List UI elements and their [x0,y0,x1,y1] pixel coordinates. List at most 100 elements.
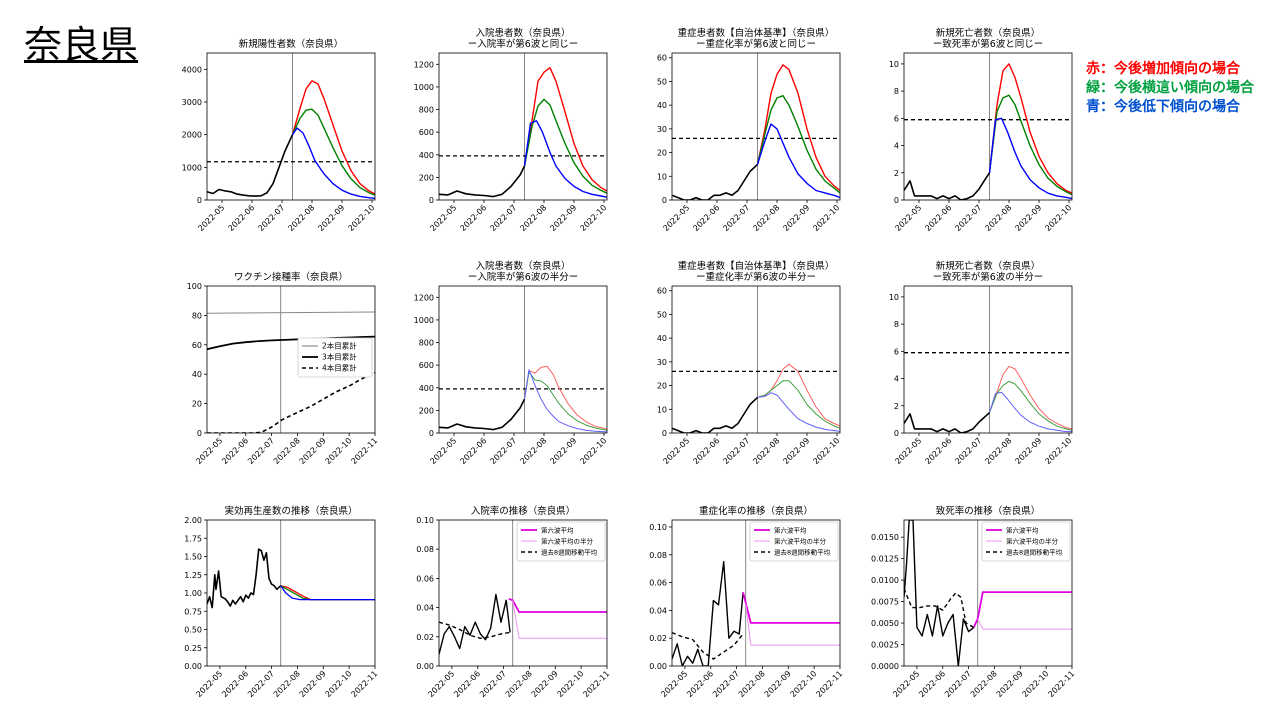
series-line-2 [757,380,840,429]
y-tick-label: 0.0100 [871,576,899,585]
series-line-3 [523,120,607,198]
x-tick-label: 2022-10 [324,669,354,699]
legend-entry: 第六波平均の半分 [541,537,594,546]
plot-frame [206,52,376,201]
plot-frame [671,519,841,667]
chart-c5: ワクチン接種率（奈良県）0204060801002022-052022-0620… [187,271,380,466]
y-tick-label: 600 [419,361,434,370]
series-line-1 [988,63,1072,194]
y-tick-label: 0 [197,196,202,205]
chart-c9: 実効再生産数の推移（奈良県） 0.00 0.25 0.50 0.75 1.00 1.25 1.… [184,505,379,699]
y-tick-label: 0 [894,196,899,205]
series-line-2 [742,592,840,624]
y-tick-label: 4 [894,142,899,151]
chart-c11: 重症化率の推移（奈良県） 0.00 0.02 0.04 0.06 0.08 0.10 2022… [649,505,844,699]
y-tick-label: 0.08 [649,551,667,560]
y-tick-label: 0 [429,196,434,205]
series-line-3 [988,117,1072,200]
series-line-3 [280,585,375,601]
x-tick-label: 2022-09 [763,669,793,699]
y-tick-label: 0.10 [416,516,434,525]
y-tick-label: 4000 [182,65,202,74]
y-tick-label: 2 [894,402,899,411]
y-tick-label: 2000 [182,131,202,140]
y-tick-label: 0.0075 [871,598,899,607]
chart-title: ー入院率が第6波と同じー [468,38,579,50]
series-line-1 [672,631,744,660]
plot-frame [903,52,1073,201]
chart-title: ー重症化率が第6波と同じー [696,38,816,50]
y-tick-label: 4 [894,375,899,384]
chart-title: 致死率の推移（奈良県） [936,505,1041,517]
chart-title: 入院患者数（奈良県） [475,27,570,39]
plot-frame [438,519,608,667]
series-line-2 [989,380,1072,431]
chart-title: 新規死亡者数（奈良県） [936,27,1041,39]
legend-green: 緑：今後横這い傾向の場合 [1086,80,1254,96]
y-tick-label: 40 [192,370,202,379]
y-tick-label: 0.0125 [871,555,899,564]
x-tick-label: 2022-06 [220,669,250,699]
series-line-3 [756,123,840,199]
series-line-1 [756,64,840,192]
chart-c12: 致死率の推移（奈良県） 0.0000 0.0025 0.0050 0.0075 0.010… [871,505,1076,699]
legend-entry: 2本目累計 [322,341,357,351]
y-tick-label: 0.0150 [871,533,899,542]
series-line-3 [977,618,1072,630]
y-tick-label: 1200 [414,293,434,302]
y-tick-label: 0 [197,429,202,438]
x-tick-label: 2022-07 [711,669,741,699]
series-line-2 [291,108,375,196]
x-tick-label: 2022-10 [556,669,586,699]
legend-entry: 3本目累計 [322,352,357,362]
chart-title: 入院率の推移（奈良県） [471,505,576,517]
y-tick-label: 0.0050 [871,619,899,628]
y-tick-label: 3000 [182,98,202,107]
chart-c7: 重症患者数【自治体基準】（奈良県）ー重症化率が第6波の半分ー 0 10 20 30 40 5… [657,260,842,466]
x-tick-label: 2022-10 [1021,669,1051,699]
series-line-3 [757,392,840,432]
legend-entry: 第六波平均 [1006,526,1039,535]
series-line-1 [757,363,840,427]
y-tick-label: 1000 [182,163,202,172]
series-line-3 [512,600,607,639]
y-tick-label: 0.25 [184,644,202,653]
y-tick-label: 0.50 [184,626,202,635]
x-tick-label: 2022-09 [298,669,328,699]
y-tick-label: 6 [894,347,899,356]
chart-title: 重症化率の推移（奈良県） [699,505,813,517]
y-tick-label: 60 [657,54,667,63]
x-tick-label: 2022-08 [737,669,767,699]
x-tick-label: 2022-06 [917,669,947,699]
y-tick-label: 10 [889,293,899,302]
y-tick-label: 8 [894,87,899,96]
y-tick-label: 10 [657,405,667,414]
y-tick-label: 0.08 [416,545,434,554]
chart-c2: 入院患者数（奈良県）ー入院率が第6波と同じー 0 200 400 600 800 1000 1… [414,27,609,233]
y-tick-label: 0 [429,429,434,438]
series-line-0 [904,172,991,200]
series-line-0 [439,165,526,198]
series-line-2 [508,597,607,613]
chart-c10: 入院率の推移（奈良県） 0.00 0.02 0.04 0.06 0.08 0.10 2022-… [416,505,611,699]
legend-blue: 青：今後低下傾向の場合 [1086,99,1240,115]
x-tick-label: 2022-09 [995,669,1025,699]
x-tick-label: 2022-09 [530,669,560,699]
series-line-0 [207,134,294,197]
chart-title: 実効再生産数の推移（奈良県） [224,505,357,517]
legend-entry: 過去8週間移動平均 [541,548,598,557]
plot-frame [903,519,1073,667]
y-tick-label: 0.00 [416,662,434,671]
y-tick-label: 30 [657,125,667,134]
x-tick-label: 2022-08 [969,669,999,699]
series-line-1 [904,588,975,629]
series-line-0 [439,593,511,655]
x-tick-label: 2022-11 [814,669,844,699]
y-tick-label: 0 [894,429,899,438]
plot-frame [671,52,841,201]
y-tick-label: 0 [662,429,667,438]
